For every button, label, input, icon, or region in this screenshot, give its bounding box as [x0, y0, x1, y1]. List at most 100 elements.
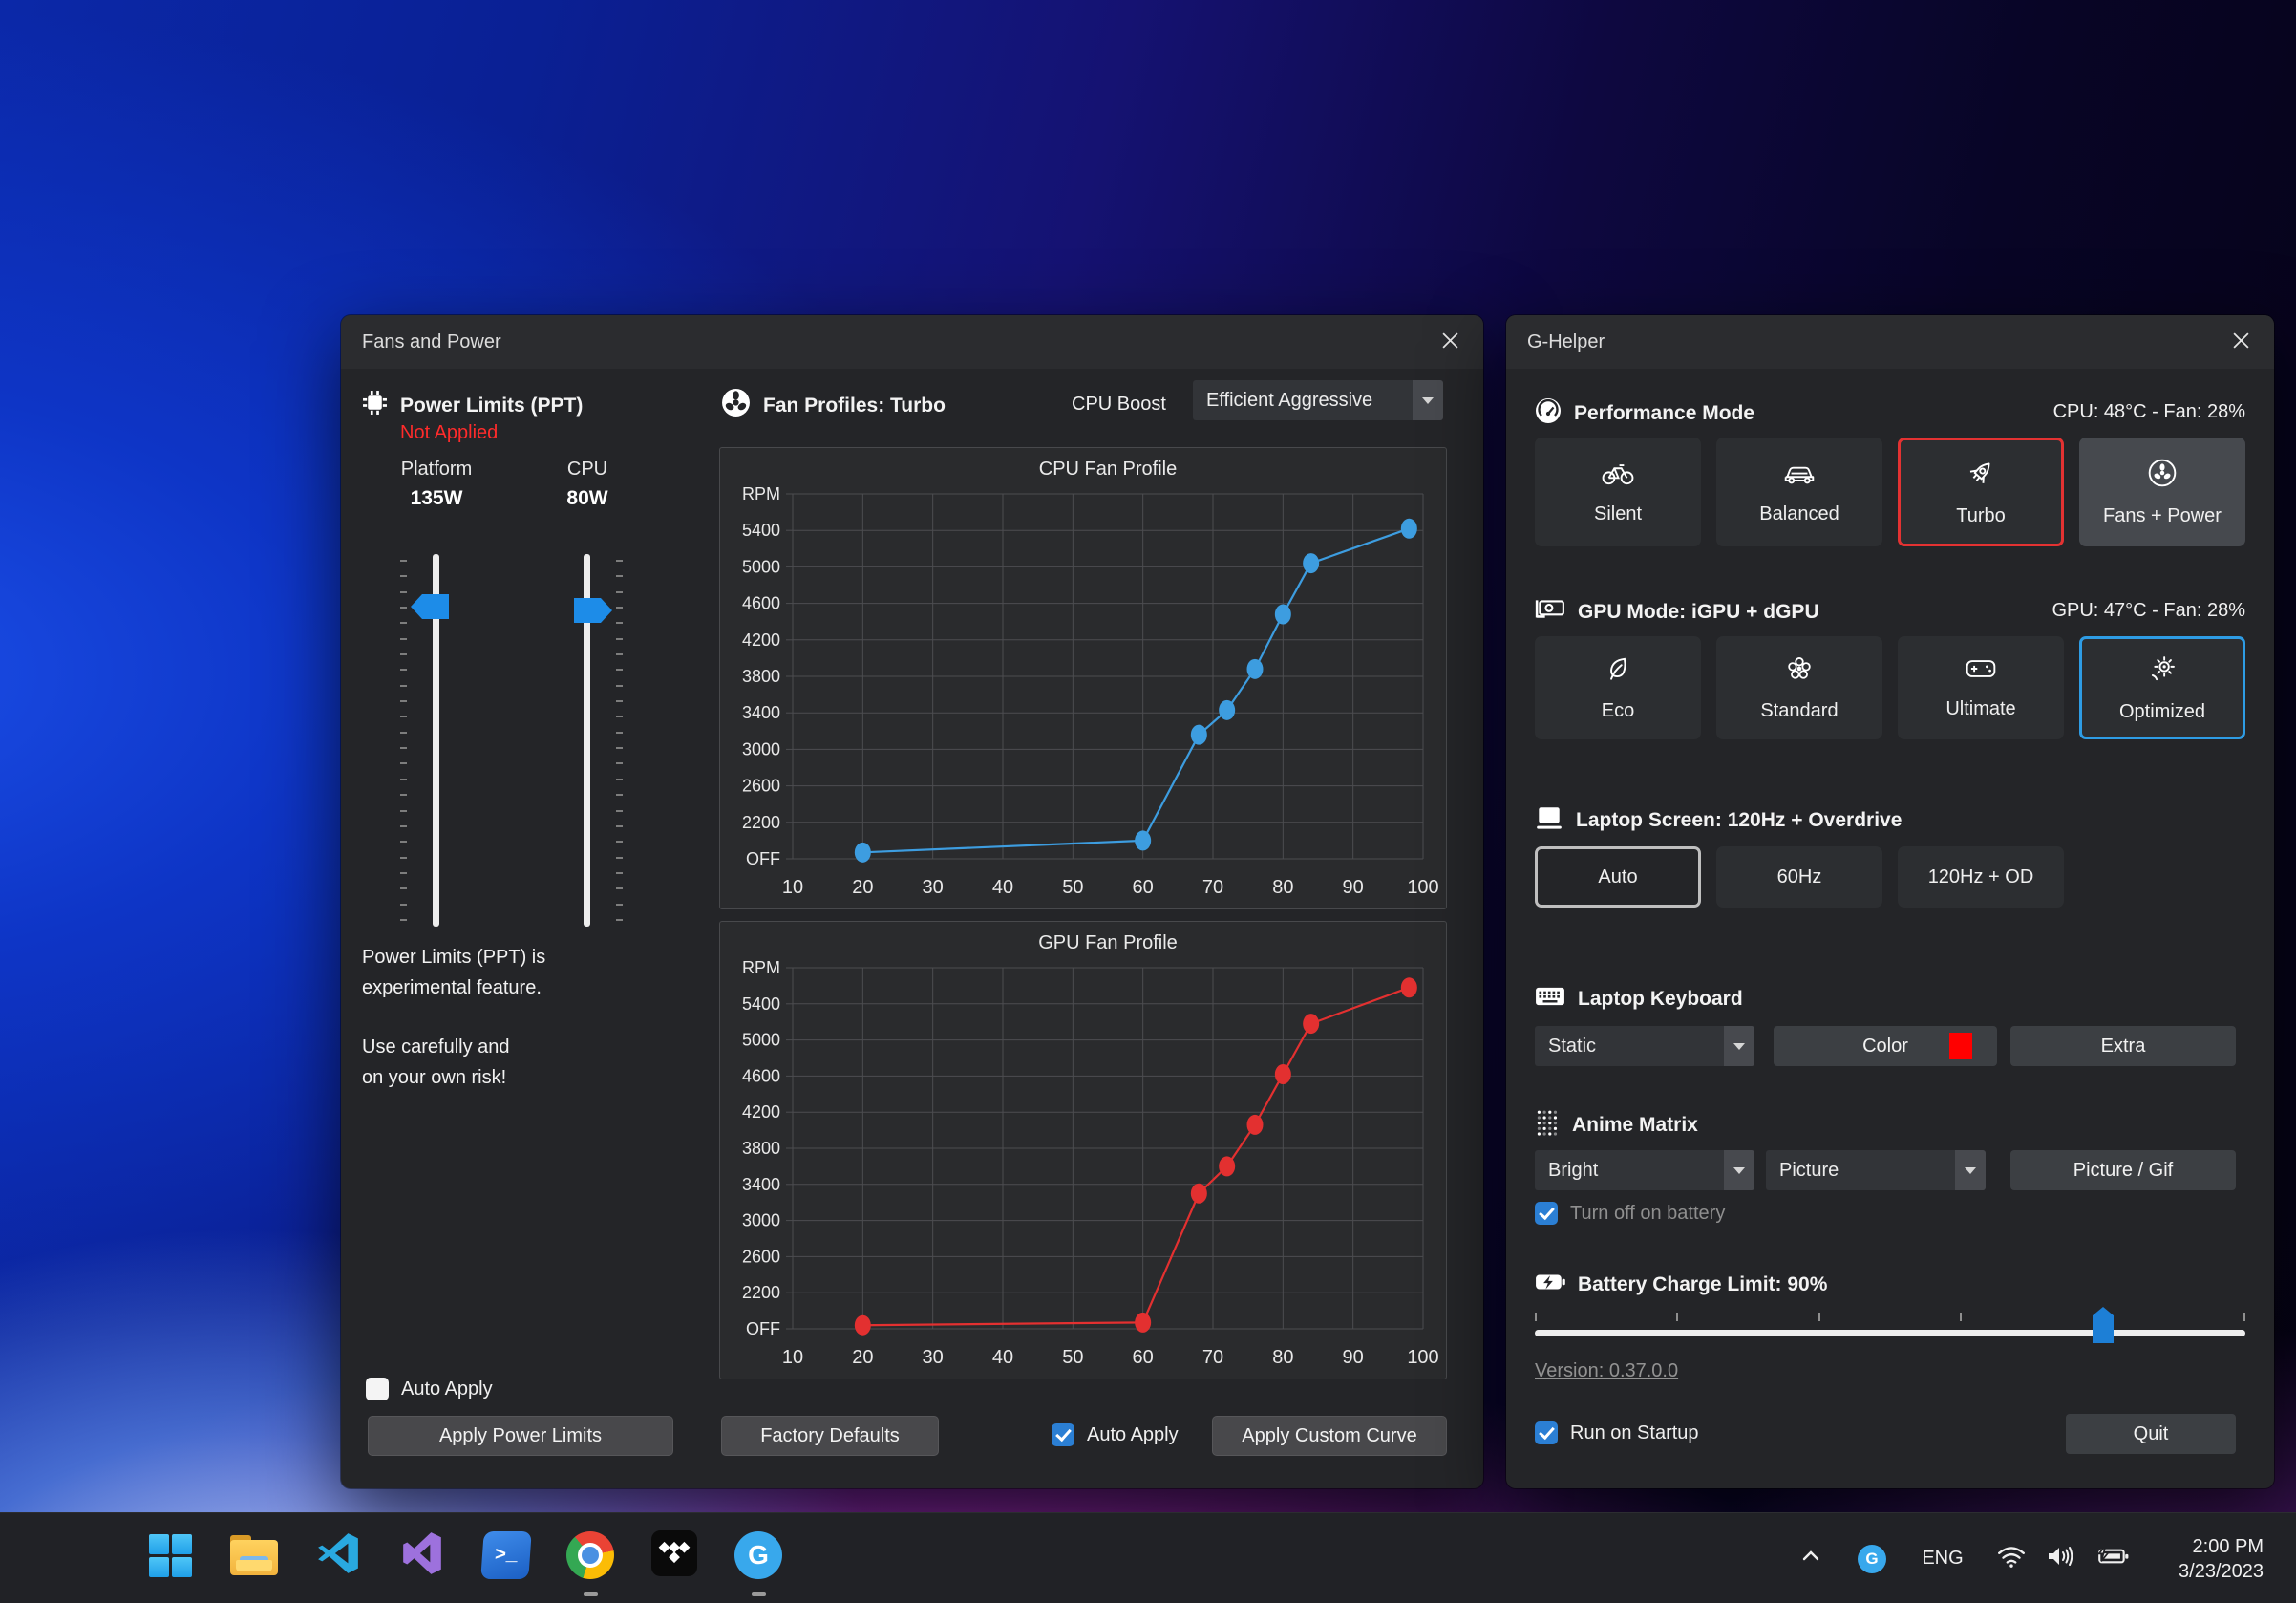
gpu-button-optimized[interactable]: Optimized: [2079, 636, 2245, 739]
laptop-screen-header: Laptop Screen: 120Hz + Overdrive: [1535, 804, 1902, 837]
tidal-icon: [651, 1529, 697, 1581]
keyboard-extra-button[interactable]: Extra: [2010, 1026, 2236, 1066]
chevron-down-icon[interactable]: [1724, 1026, 1754, 1066]
chevron-down-icon[interactable]: [1724, 1150, 1754, 1190]
balanced-label: Balanced: [1759, 502, 1839, 524]
start-button[interactable]: [145, 1530, 195, 1580]
svg-text:4600: 4600: [742, 1066, 780, 1085]
chip-icon: [362, 390, 388, 421]
file-explorer-button[interactable]: [229, 1530, 279, 1580]
svg-text:30: 30: [923, 1347, 944, 1368]
terminal-button[interactable]: >_: [480, 1530, 532, 1580]
language-indicator[interactable]: ENG: [1922, 1548, 1964, 1569]
clock[interactable]: 2:00 PM 3/23/2023: [2179, 1513, 2264, 1603]
tidal-button[interactable]: [649, 1529, 699, 1581]
chrome-icon: [566, 1531, 614, 1579]
power-auto-apply-label: Auto Apply: [401, 1378, 493, 1400]
optimized-label: Optimized: [2118, 700, 2206, 722]
mode-button-turbo[interactable]: Turbo: [1898, 438, 2064, 546]
svg-text:50: 50: [1062, 1347, 1083, 1368]
close-icon: [1441, 331, 1459, 354]
screen-button-60hz[interactable]: 60Hz: [1716, 846, 1882, 908]
svg-text:60: 60: [1133, 1347, 1154, 1368]
ghelper-tray-button[interactable]: G: [1851, 1513, 1893, 1603]
version-link[interactable]: Version: 0.37.0.0: [1535, 1360, 1679, 1381]
svg-text:70: 70: [1202, 1347, 1223, 1368]
cpu-boost-label: CPU Boost: [1072, 394, 1166, 415]
tray-expand-button[interactable]: [1790, 1513, 1832, 1603]
battery-tray-button[interactable]: [2090, 1513, 2136, 1603]
keyboard-color-button[interactable]: Color: [1774, 1026, 1997, 1066]
apply-custom-curve-button[interactable]: Apply Custom Curve: [1212, 1416, 1447, 1456]
battery-slider-ticks: [1535, 1313, 2245, 1321]
picture-gif-button[interactable]: Picture / Gif: [2010, 1150, 2236, 1190]
laptop-screen-title: Laptop Screen: 120Hz + Overdrive: [1576, 809, 1903, 831]
gpu-button-ultimate[interactable]: Ultimate: [1898, 636, 2064, 739]
ghelper-taskbar-button[interactable]: G: [733, 1530, 783, 1580]
ghelper-titlebar[interactable]: G-Helper: [1506, 315, 2274, 369]
svg-text:OFF: OFF: [746, 1319, 780, 1338]
power-limits-header: Power Limits (PPT): [362, 390, 583, 421]
svg-text:80: 80: [1272, 877, 1293, 898]
svg-text:3000: 3000: [742, 1211, 780, 1230]
turn-off-on-battery-checkbox[interactable]: [1535, 1202, 1558, 1225]
ghelper-tray-icon: G: [1858, 1544, 1886, 1573]
vscode-icon: [315, 1530, 361, 1581]
speaker-icon: [2045, 1544, 2077, 1574]
cpu-fan-chart[interactable]: CPU Fan Profile 10 20 30 40 50 60 70 80 90 100 RPM 5…: [720, 448, 1446, 908]
tray-date: 3/23/2023: [2179, 1560, 2264, 1582]
svg-text:OFF: OFF: [746, 849, 780, 868]
svg-text:2200: 2200: [742, 813, 780, 832]
visual-studio-button[interactable]: [397, 1530, 447, 1580]
svg-text:60: 60: [1133, 877, 1154, 898]
cpu-boost-dropdown[interactable]: Efficient Aggressive: [1193, 380, 1443, 420]
ghelper-close-button[interactable]: [2226, 329, 2255, 357]
rocket-icon: [1966, 458, 1996, 494]
mode-button-silent[interactable]: Silent: [1535, 438, 1701, 546]
gpu-button-eco[interactable]: Eco: [1535, 636, 1701, 739]
wifi-button[interactable]: [1990, 1513, 2032, 1603]
chevron-down-icon[interactable]: [1413, 380, 1443, 420]
visual-studio-icon: [399, 1530, 445, 1581]
keyboard-icon: [1535, 984, 1565, 1015]
fans-window-titlebar[interactable]: Fans and Power: [341, 315, 1483, 369]
volume-button[interactable]: [2038, 1513, 2084, 1603]
matrix-brightness-dropdown[interactable]: Bright: [1535, 1150, 1754, 1190]
gpu-fan-chart[interactable]: GPU Fan Profile 10 20 30 40 50 60 70 80 90 100 RPM 5…: [720, 922, 1446, 1379]
screen-button-auto[interactable]: Auto: [1535, 846, 1701, 908]
apply-power-limits-button[interactable]: Apply Power Limits: [368, 1416, 673, 1456]
chevron-down-icon[interactable]: [1955, 1150, 1986, 1190]
svg-text:80: 80: [1272, 1347, 1293, 1368]
matrix-mode-dropdown[interactable]: Picture: [1766, 1150, 1986, 1190]
mode-button-balanced[interactable]: Balanced: [1716, 438, 1882, 546]
platform-slider-thumb[interactable]: [411, 594, 449, 619]
tray-time: 2:00 PM: [2192, 1535, 2264, 1557]
note-line-2: experimental feature.: [362, 977, 542, 998]
mode-button-fans-power[interactable]: Fans + Power: [2079, 438, 2245, 546]
curve-auto-apply-checkbox[interactable]: [1052, 1423, 1074, 1446]
turn-off-on-battery-label: Turn off on battery: [1570, 1202, 1726, 1224]
gpu-mode-header: GPU Mode: iGPU + dGPU: [1535, 596, 1819, 629]
run-on-startup-checkbox[interactable]: [1535, 1421, 1558, 1444]
screen-button-120hz-od[interactable]: 120Hz + OD: [1898, 846, 2064, 908]
platform-slider[interactable]: [433, 554, 439, 927]
g-helper-window: G-Helper Performance Mode CPU: 48°C - Fa…: [1506, 315, 2274, 1488]
battery-slider-thumb[interactable]: [2093, 1307, 2114, 1343]
vscode-button[interactable]: [313, 1530, 363, 1580]
run-on-startup-label: Run on Startup: [1570, 1421, 1699, 1443]
chrome-button[interactable]: [565, 1530, 615, 1580]
gpu-icon: [1535, 596, 1565, 629]
close-icon: [2232, 331, 2250, 354]
cpu-slider-thumb[interactable]: [574, 598, 612, 623]
svg-text:3000: 3000: [742, 739, 780, 759]
factory-defaults-button[interactable]: Factory Defaults: [721, 1416, 939, 1456]
fans-window-close-button[interactable]: [1435, 329, 1464, 357]
battery-slider[interactable]: [1535, 1330, 2245, 1336]
keyboard-mode-dropdown[interactable]: Static: [1535, 1026, 1754, 1066]
60hz-label: 60Hz: [1776, 866, 1822, 887]
ghelper-running-indicator: [752, 1592, 766, 1596]
quit-button[interactable]: Quit: [2066, 1414, 2236, 1454]
gpu-button-standard[interactable]: Standard: [1716, 636, 1882, 739]
power-auto-apply-checkbox[interactable]: [366, 1378, 389, 1400]
cpu-slider[interactable]: [584, 554, 590, 927]
